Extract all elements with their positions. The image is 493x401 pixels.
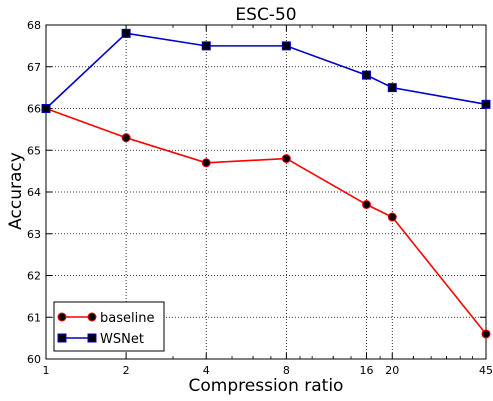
data-point-marker <box>387 83 397 93</box>
data-point-marker <box>361 200 371 210</box>
legend-marker <box>57 333 67 343</box>
legend-item: WSNet <box>57 332 144 347</box>
data-point-marker <box>481 329 491 339</box>
legend-marker <box>87 333 97 343</box>
legend: baseline WSNet <box>53 301 165 352</box>
series-wsnet <box>41 28 491 113</box>
series-baseline <box>41 104 491 339</box>
data-point-marker <box>387 212 397 222</box>
x-tick-label: 8 <box>283 364 290 377</box>
y-axis-title: Accuracy <box>6 152 26 230</box>
plot-frame <box>45 24 487 360</box>
y-tick-label: 65 <box>27 144 41 157</box>
y-tick-label: 67 <box>27 61 41 74</box>
data-point-marker <box>281 41 291 51</box>
x-tick-label: 1 <box>43 364 50 377</box>
data-point-marker <box>361 70 371 80</box>
grid-lines <box>46 25 486 359</box>
x-tick-label: 16 <box>359 364 373 377</box>
legend-item: baseline <box>57 311 154 326</box>
data-series <box>41 28 491 339</box>
data-point-marker <box>41 104 51 113</box>
y-tick-label: 60 <box>27 353 41 366</box>
data-point-marker <box>481 99 491 109</box>
data-point-marker <box>281 154 291 164</box>
x-tick-label: 2 <box>123 364 130 377</box>
chart-title: ESC-50 <box>235 5 296 25</box>
legend-box <box>53 301 165 352</box>
legend-label: WSNet <box>100 332 144 347</box>
legend-label: baseline <box>100 311 154 326</box>
data-point-marker <box>121 28 131 38</box>
y-tick-label: 63 <box>27 228 41 241</box>
series-line <box>45 32 487 110</box>
data-point-marker <box>121 133 131 143</box>
y-tick-label: 68 <box>27 19 41 32</box>
x-tick-label: 20 <box>385 364 399 377</box>
y-tick-label: 64 <box>27 186 41 199</box>
series-line <box>45 107 487 335</box>
legend-marker <box>57 312 67 322</box>
y-tick-label: 62 <box>27 270 41 283</box>
data-point-marker <box>201 41 211 51</box>
x-axis-title: Compression ratio <box>189 376 344 396</box>
y-tick-label: 61 <box>27 311 41 324</box>
axes: 1 2 4 8 16 20 45 60 61 62 63 64 65 66 67 68 <box>27 19 493 377</box>
x-tick-label: 45 <box>479 364 493 377</box>
x-tick-label: 4 <box>203 364 210 377</box>
data-point-marker <box>201 158 211 168</box>
legend-marker <box>87 312 97 322</box>
y-tick-label: 66 <box>27 103 41 116</box>
